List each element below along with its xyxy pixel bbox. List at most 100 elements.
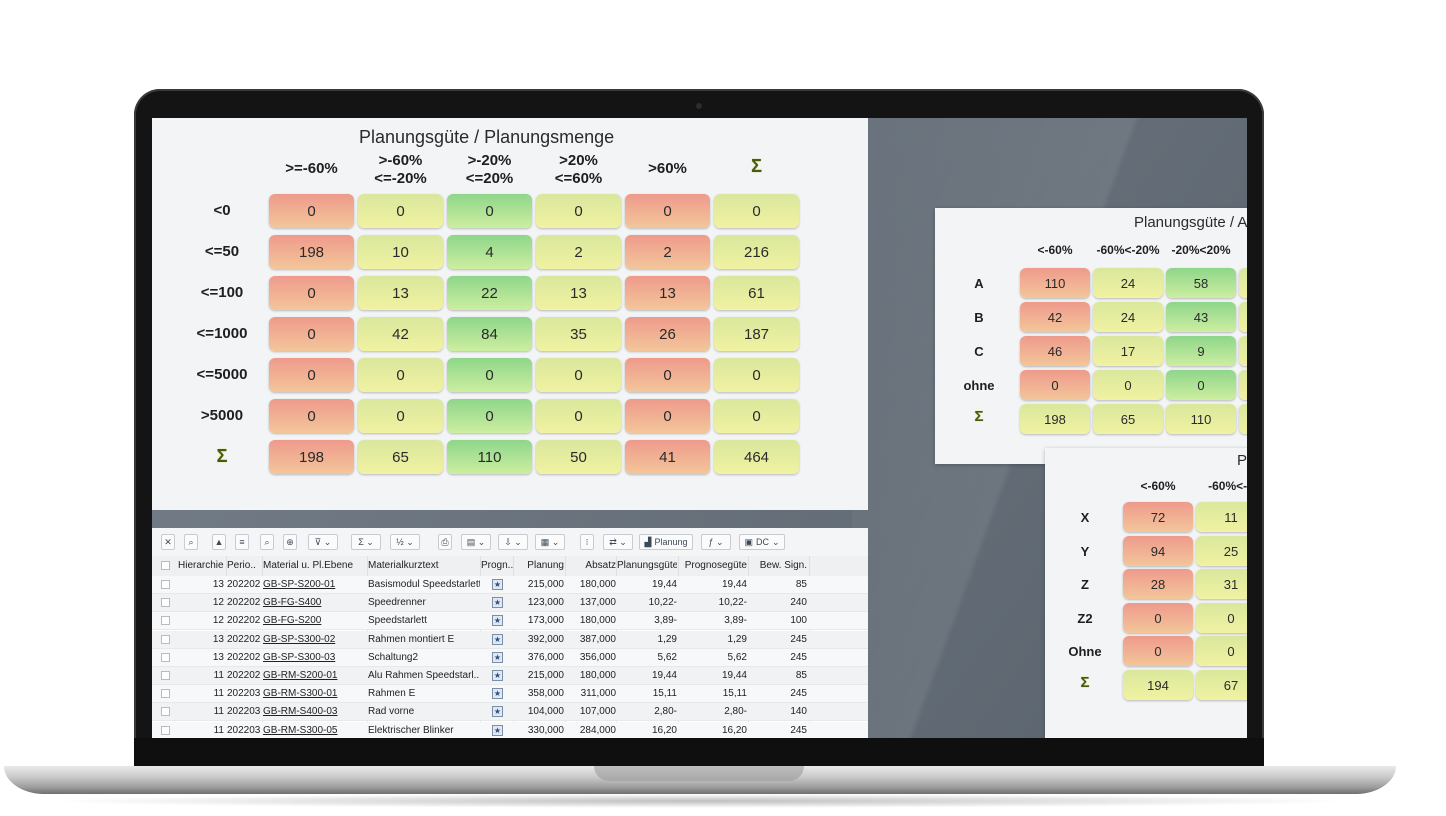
matrix-cell[interactable]: 0 xyxy=(536,194,621,228)
dc-button[interactable]: ▣ DC ⌄ xyxy=(739,534,785,550)
matrix-cell[interactable]: 42 xyxy=(358,317,443,351)
matrix-cell[interactable]: 110 xyxy=(1020,268,1090,298)
row-checkbox[interactable] xyxy=(161,707,170,717)
matrix-cell[interactable]: 26 xyxy=(625,317,710,351)
sum-cell[interactable]: 65 xyxy=(358,440,443,474)
sum-cell[interactable]: 67 xyxy=(1196,670,1247,700)
matrix-cell[interactable]: 0 xyxy=(625,399,710,433)
matrix-cell[interactable]: 4 xyxy=(447,235,532,269)
matrix-cell[interactable]: 2 xyxy=(625,235,710,269)
matrix-cell[interactable]: 13 xyxy=(536,276,621,310)
matrix-cell[interactable]: 0 xyxy=(714,399,799,433)
sort-ascending-button[interactable]: ▲ xyxy=(212,534,226,550)
matrix-cell[interactable]: 0 xyxy=(1196,603,1247,633)
close-button[interactable]: ✕ xyxy=(161,534,175,550)
matrix-cell[interactable]: 24 xyxy=(1093,302,1163,332)
sum-cell[interactable]: 194 xyxy=(1123,670,1193,700)
matrix-cell[interactable]: 0 xyxy=(447,358,532,392)
column-header[interactable]: Bew. Sign. xyxy=(759,560,807,571)
sum-cell[interactable]: 198 xyxy=(269,440,354,474)
matrix-cell[interactable]: 46 xyxy=(1020,336,1090,366)
matrix-cell[interactable]: 0 xyxy=(536,358,621,392)
matrix-cell[interactable]: 0 xyxy=(1196,636,1247,666)
column-header[interactable]: Prognosegüte xyxy=(684,560,747,571)
matrix-cell[interactable]: 0 xyxy=(1093,370,1163,400)
matrix-cell[interactable]: 0 xyxy=(536,399,621,433)
info-button[interactable]: ⁝ xyxy=(580,534,594,550)
row-checkbox[interactable] xyxy=(161,671,170,680)
matrix-cell[interactable]: 0 xyxy=(1123,636,1193,666)
matrix-cell[interactable]: 0 xyxy=(269,317,354,351)
matrix-cell[interactable]: 198 xyxy=(269,235,354,269)
sum-cell[interactable]: 41 xyxy=(625,440,710,474)
matrix-cell[interactable]: 42 xyxy=(1020,302,1090,332)
matrix-cell[interactable]: 22 xyxy=(447,276,532,310)
table-row[interactable]: 13 202202 GB-SP-S300-03 Schaltung2 376,000 35… xyxy=(152,648,868,667)
sum-button[interactable]: Σ ⌄ xyxy=(351,534,381,550)
subtotal-button[interactable]: ½ ⌄ xyxy=(390,534,420,550)
forecast-icon[interactable]: ★ xyxy=(492,579,503,590)
matrix-cell[interactable]: 28 xyxy=(1123,569,1193,599)
material-link[interactable]: GB-RM-S200-01 xyxy=(263,670,338,681)
matrix-cell[interactable]: 58 xyxy=(1166,268,1236,298)
row-checkbox[interactable] xyxy=(161,634,170,644)
matrix-cell[interactable]: 0 xyxy=(447,399,532,433)
forecast-icon[interactable]: ★ xyxy=(492,615,503,627)
column-header[interactable]: Planung xyxy=(527,560,564,571)
table-row[interactable]: 13 202202 GB-SP-S200-01 Basismodul Speedsta… xyxy=(152,576,868,594)
table-row[interactable]: 13 202202 GB-SP-S300-02 Rahmen montiert E 39… xyxy=(152,630,868,649)
column-header[interactable]: Hierarchie xyxy=(178,560,224,571)
matrix-cell[interactable]: 0 xyxy=(625,194,710,228)
table-row[interactable]: 11 202203 GB-RM-S300-05 Elektrischer Blinke… xyxy=(152,721,868,738)
row-checkbox[interactable] xyxy=(161,598,170,608)
column-header[interactable]: Perio.. xyxy=(227,560,256,571)
matrix-cell[interactable]: 0 xyxy=(1123,603,1193,633)
table-row[interactable]: 11 202203 GB-RM-S400-03 Rad vorne 104,000 107… xyxy=(152,703,868,722)
sum-cell[interactable]: 50 xyxy=(536,440,621,474)
sum-cell[interactable]: 198 xyxy=(1020,404,1090,434)
material-link[interactable]: GB-FG-S200 xyxy=(263,615,322,627)
row-checkbox[interactable] xyxy=(161,652,170,662)
row-checkbox[interactable] xyxy=(161,725,170,735)
print-button[interactable]: ⎙ xyxy=(438,534,452,550)
forecast-icon[interactable]: ★ xyxy=(492,633,503,645)
matrix-cell[interactable]: 35 xyxy=(536,317,621,351)
matrix-cell[interactable]: 0 xyxy=(1166,370,1236,400)
matrix-cell[interactable]: 187 xyxy=(714,317,799,351)
find-next-button[interactable]: ⊕ xyxy=(283,534,297,550)
matrix-cell[interactable]: 25 xyxy=(1196,536,1247,566)
column-header[interactable]: Absatz xyxy=(585,560,616,571)
matrix-cell[interactable]: 17 xyxy=(1093,336,1163,366)
matrix-cell[interactable]: 31 xyxy=(1196,569,1247,599)
row-checkbox[interactable] xyxy=(161,689,170,699)
matrix-cell[interactable]: 61 xyxy=(714,276,799,310)
matrix-cell[interactable]: 0 xyxy=(625,358,710,392)
column-header[interactable]: Material u. Pl.Ebene xyxy=(263,560,354,571)
matrix-cell[interactable]: 0 xyxy=(358,358,443,392)
matrix-cell[interactable]: 0 xyxy=(714,194,799,228)
forecast-icon[interactable]: ★ xyxy=(492,706,503,718)
export-button[interactable]: ⇩ ⌄ xyxy=(498,534,528,550)
sum-cell[interactable]: 65 xyxy=(1093,404,1163,434)
column-header[interactable]: Materialkurztext xyxy=(368,560,439,571)
matrix-cell[interactable]: 0 xyxy=(358,399,443,433)
sum-cell[interactable]: 110 xyxy=(1166,404,1236,434)
forecast-icon[interactable]: ★ xyxy=(492,670,503,681)
matrix-cell[interactable]: 84 xyxy=(447,317,532,351)
column-header[interactable]: Planungsgüte xyxy=(617,560,677,571)
sum-cell[interactable]: 464 xyxy=(714,440,799,474)
sort-descending-button[interactable]: ≡ xyxy=(235,534,249,550)
matrix-cell[interactable]: 10 xyxy=(358,235,443,269)
matrix-cell[interactable]: 2 xyxy=(536,235,621,269)
material-link[interactable]: GB-RM-S300-01 xyxy=(263,688,338,700)
matrix-cell[interactable]: 0 xyxy=(269,399,354,433)
matrix-cell[interactable]: 0 xyxy=(269,276,354,310)
table-row[interactable]: 12 202202 GB-FG-S200 Speedstarlett 173,000 18… xyxy=(152,612,868,631)
forecast-icon[interactable]: ★ xyxy=(492,688,503,700)
table-row[interactable]: 12 202202 GB-FG-S400 Speedrenner 123,000 137,… xyxy=(152,594,868,613)
matrix-cell[interactable]: 216 xyxy=(714,235,799,269)
forecast-icon[interactable]: ★ xyxy=(492,597,503,609)
matrix-cell[interactable]: 11 xyxy=(1196,502,1247,532)
matrix-cell[interactable]: 0 xyxy=(447,194,532,228)
table-row[interactable]: 11 202203 GB-RM-S300-01 Rahmen E 358,000 311,… xyxy=(152,685,868,704)
